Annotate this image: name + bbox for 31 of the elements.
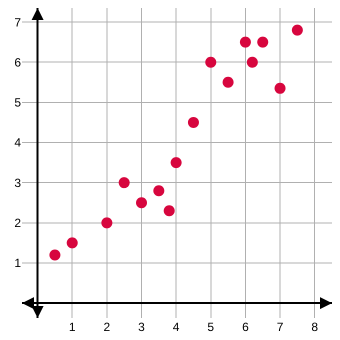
y-tick-label: 7 [14,15,22,30]
point [136,197,147,208]
point [164,205,175,216]
point [101,217,112,228]
y-tick-label: 3 [14,176,22,190]
point [66,237,78,248]
y-tick-label: 5 [14,96,22,110]
x-tick-label: 8 [311,320,318,334]
point [257,36,268,48]
x-tick-label: 5 [207,320,214,334]
point [49,249,60,260]
point [118,177,130,188]
x-tick-label: 4 [172,320,180,334]
x-tick-label: 7 [276,320,284,334]
x-tick-label: 2 [104,320,111,334]
x-tick-label: 6 [242,320,250,334]
y-tick-label: 4 [14,136,22,150]
point [292,24,303,36]
point [153,185,164,196]
point [246,56,258,68]
point [240,36,251,48]
y-tick-label: 6 [14,55,22,70]
point [222,76,234,88]
y-tick-label: 1 [14,256,22,270]
x-tick-label: 3 [138,320,146,334]
point [205,56,216,68]
y-tick-label: 2 [14,216,22,230]
point [170,157,182,168]
point [188,116,199,128]
x-tick-label: 1 [68,320,76,334]
point [274,82,286,94]
